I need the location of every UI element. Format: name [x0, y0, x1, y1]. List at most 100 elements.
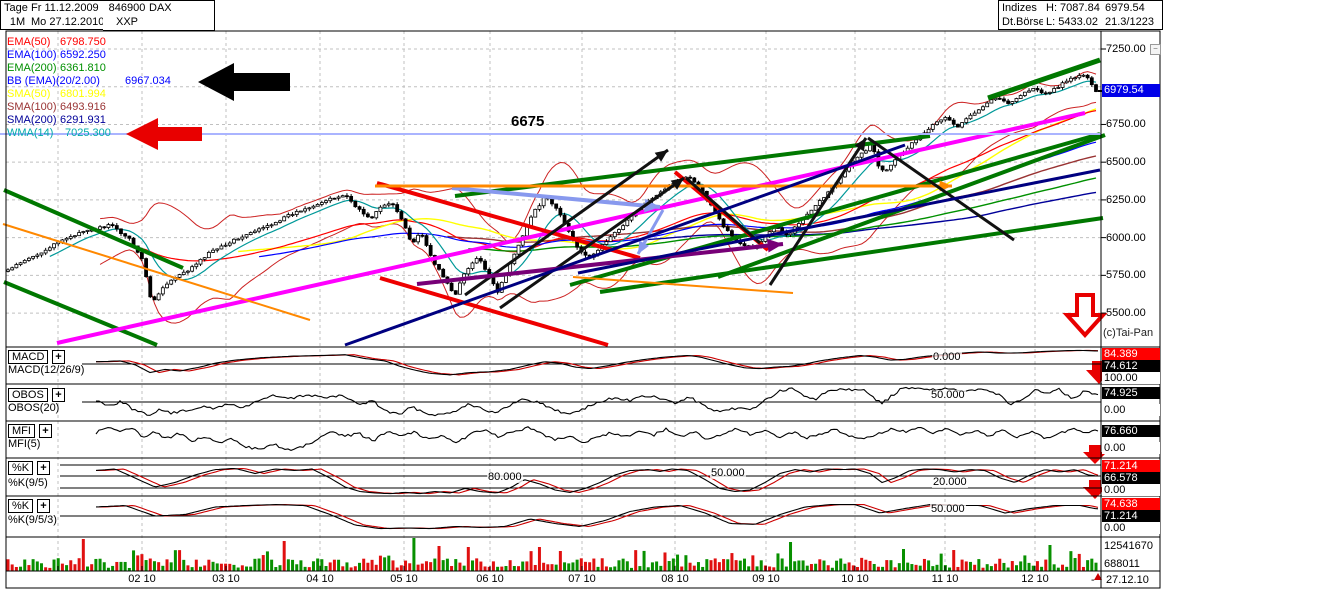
candle-body	[190, 266, 195, 272]
panel-button-mfi-5-[interactable]: MFI	[8, 424, 35, 438]
volume-bar	[742, 558, 746, 571]
date-to-cell[interactable]: Mo 27.12.2010	[28, 15, 106, 30]
panel-value-black: 71.214	[1102, 510, 1160, 522]
volume-bar	[1056, 567, 1060, 571]
candle-body	[211, 249, 215, 253]
volume-bar	[240, 565, 244, 571]
volume-bar	[466, 547, 470, 571]
volume-bar	[600, 558, 604, 571]
panel-value-black: 74.612	[1102, 360, 1160, 372]
panel-param-label: MACD(12/26/9)	[8, 364, 85, 376]
candle-body	[939, 119, 944, 123]
volume-bar	[98, 558, 102, 571]
candle-body	[943, 117, 948, 121]
trendline-arrowhead	[767, 238, 783, 253]
legend-item-sma-50-: SMA(50)	[7, 88, 51, 100]
candle-body	[466, 268, 471, 275]
volume-bar	[437, 546, 441, 571]
candle-body	[156, 293, 161, 301]
volume-bar	[684, 555, 688, 571]
volume-bar	[441, 560, 445, 571]
panel-add-button[interactable]: +	[52, 388, 65, 402]
volume-bar	[14, 566, 18, 571]
volume-bar	[818, 559, 822, 571]
trendline	[499, 176, 685, 310]
candle-body	[721, 218, 726, 228]
panel-button--k-9-5-3-[interactable]: %K	[8, 499, 34, 513]
candle-body	[357, 206, 362, 210]
candle-body	[796, 223, 801, 228]
bollinger-upper-band	[100, 71, 1097, 243]
volume-bar	[399, 565, 403, 571]
volume-bar	[500, 566, 504, 571]
volume-bar	[717, 562, 721, 571]
volume-bar	[332, 559, 336, 571]
candle-body	[437, 264, 441, 270]
candle-body	[273, 221, 278, 226]
panel-button--k-9-5-[interactable]: %K	[8, 461, 34, 475]
collapse-axis-button[interactable]: −	[1150, 44, 1161, 55]
candle-body	[98, 226, 102, 230]
macd-line	[96, 349, 1099, 376]
x-axis-label: 12 10	[1021, 573, 1049, 585]
volume-bar	[667, 561, 671, 571]
volume-bar	[1069, 551, 1073, 571]
volume-bar	[450, 566, 454, 571]
candle-body	[127, 235, 132, 239]
candle-body	[31, 256, 36, 259]
candle-body	[114, 225, 119, 230]
macd-signal-line	[96, 349, 1099, 376]
panel-add-button[interactable]: +	[52, 350, 65, 364]
trendline	[376, 181, 641, 260]
interval-cell[interactable]: 1M	[0, 15, 32, 30]
volume-bar	[1044, 559, 1048, 571]
panel-add-button[interactable]: +	[39, 424, 52, 438]
candle-body	[198, 258, 203, 265]
volume-bar	[630, 567, 634, 571]
panel-add-button[interactable]: +	[37, 499, 50, 513]
volume-bar	[696, 562, 700, 571]
black-left-arrow	[198, 63, 290, 101]
volume-bar	[671, 558, 675, 571]
panel-button-macd-12-26-9-[interactable]: MACD	[8, 350, 49, 364]
panel-button-obos-20-[interactable]: OBOS	[8, 388, 48, 402]
volume-bar	[801, 560, 805, 571]
trendline	[451, 186, 661, 209]
panel-add-button[interactable]: +	[37, 461, 50, 475]
trendline	[3, 188, 184, 270]
volume-bar	[889, 560, 893, 571]
volume-bar	[123, 561, 127, 571]
candle-body	[1073, 77, 1077, 80]
candle-body	[261, 227, 266, 230]
low-52w-cell: L: 5433.02	[1043, 15, 1105, 30]
volume-bar	[797, 560, 801, 571]
candle-body	[102, 226, 107, 229]
candle-body	[81, 231, 86, 233]
candle-body	[345, 195, 349, 198]
volume-bar	[805, 565, 809, 571]
volume-bar	[512, 566, 516, 571]
volume-bar	[642, 550, 646, 571]
volume-bar	[1027, 562, 1031, 571]
volume-bar	[583, 561, 587, 571]
candle-body	[474, 258, 479, 264]
date-from-cell[interactable]: Fr 11.12.2009	[28, 0, 106, 16]
red-scroll-triangle	[1094, 573, 1102, 580]
volume-bar	[420, 563, 424, 571]
chart-canvas[interactable]	[0, 0, 1161, 589]
candle-body	[1031, 88, 1036, 92]
volume-bar	[914, 564, 918, 571]
trendline	[599, 216, 1104, 294]
volume-bar	[592, 558, 596, 571]
legend-value: 6361.810	[60, 62, 106, 74]
volume-bar	[136, 555, 140, 571]
price-axis-label: 6500.00	[1106, 156, 1146, 169]
candle-body	[1094, 84, 1098, 92]
volume-bar	[1002, 562, 1006, 571]
trendline	[416, 242, 784, 286]
volume-bar	[747, 566, 751, 571]
legend-item-ema-50-: EMA(50)	[7, 36, 51, 48]
volume-bar	[320, 559, 324, 571]
volume-bar	[311, 561, 315, 571]
candle-body	[361, 208, 366, 215]
